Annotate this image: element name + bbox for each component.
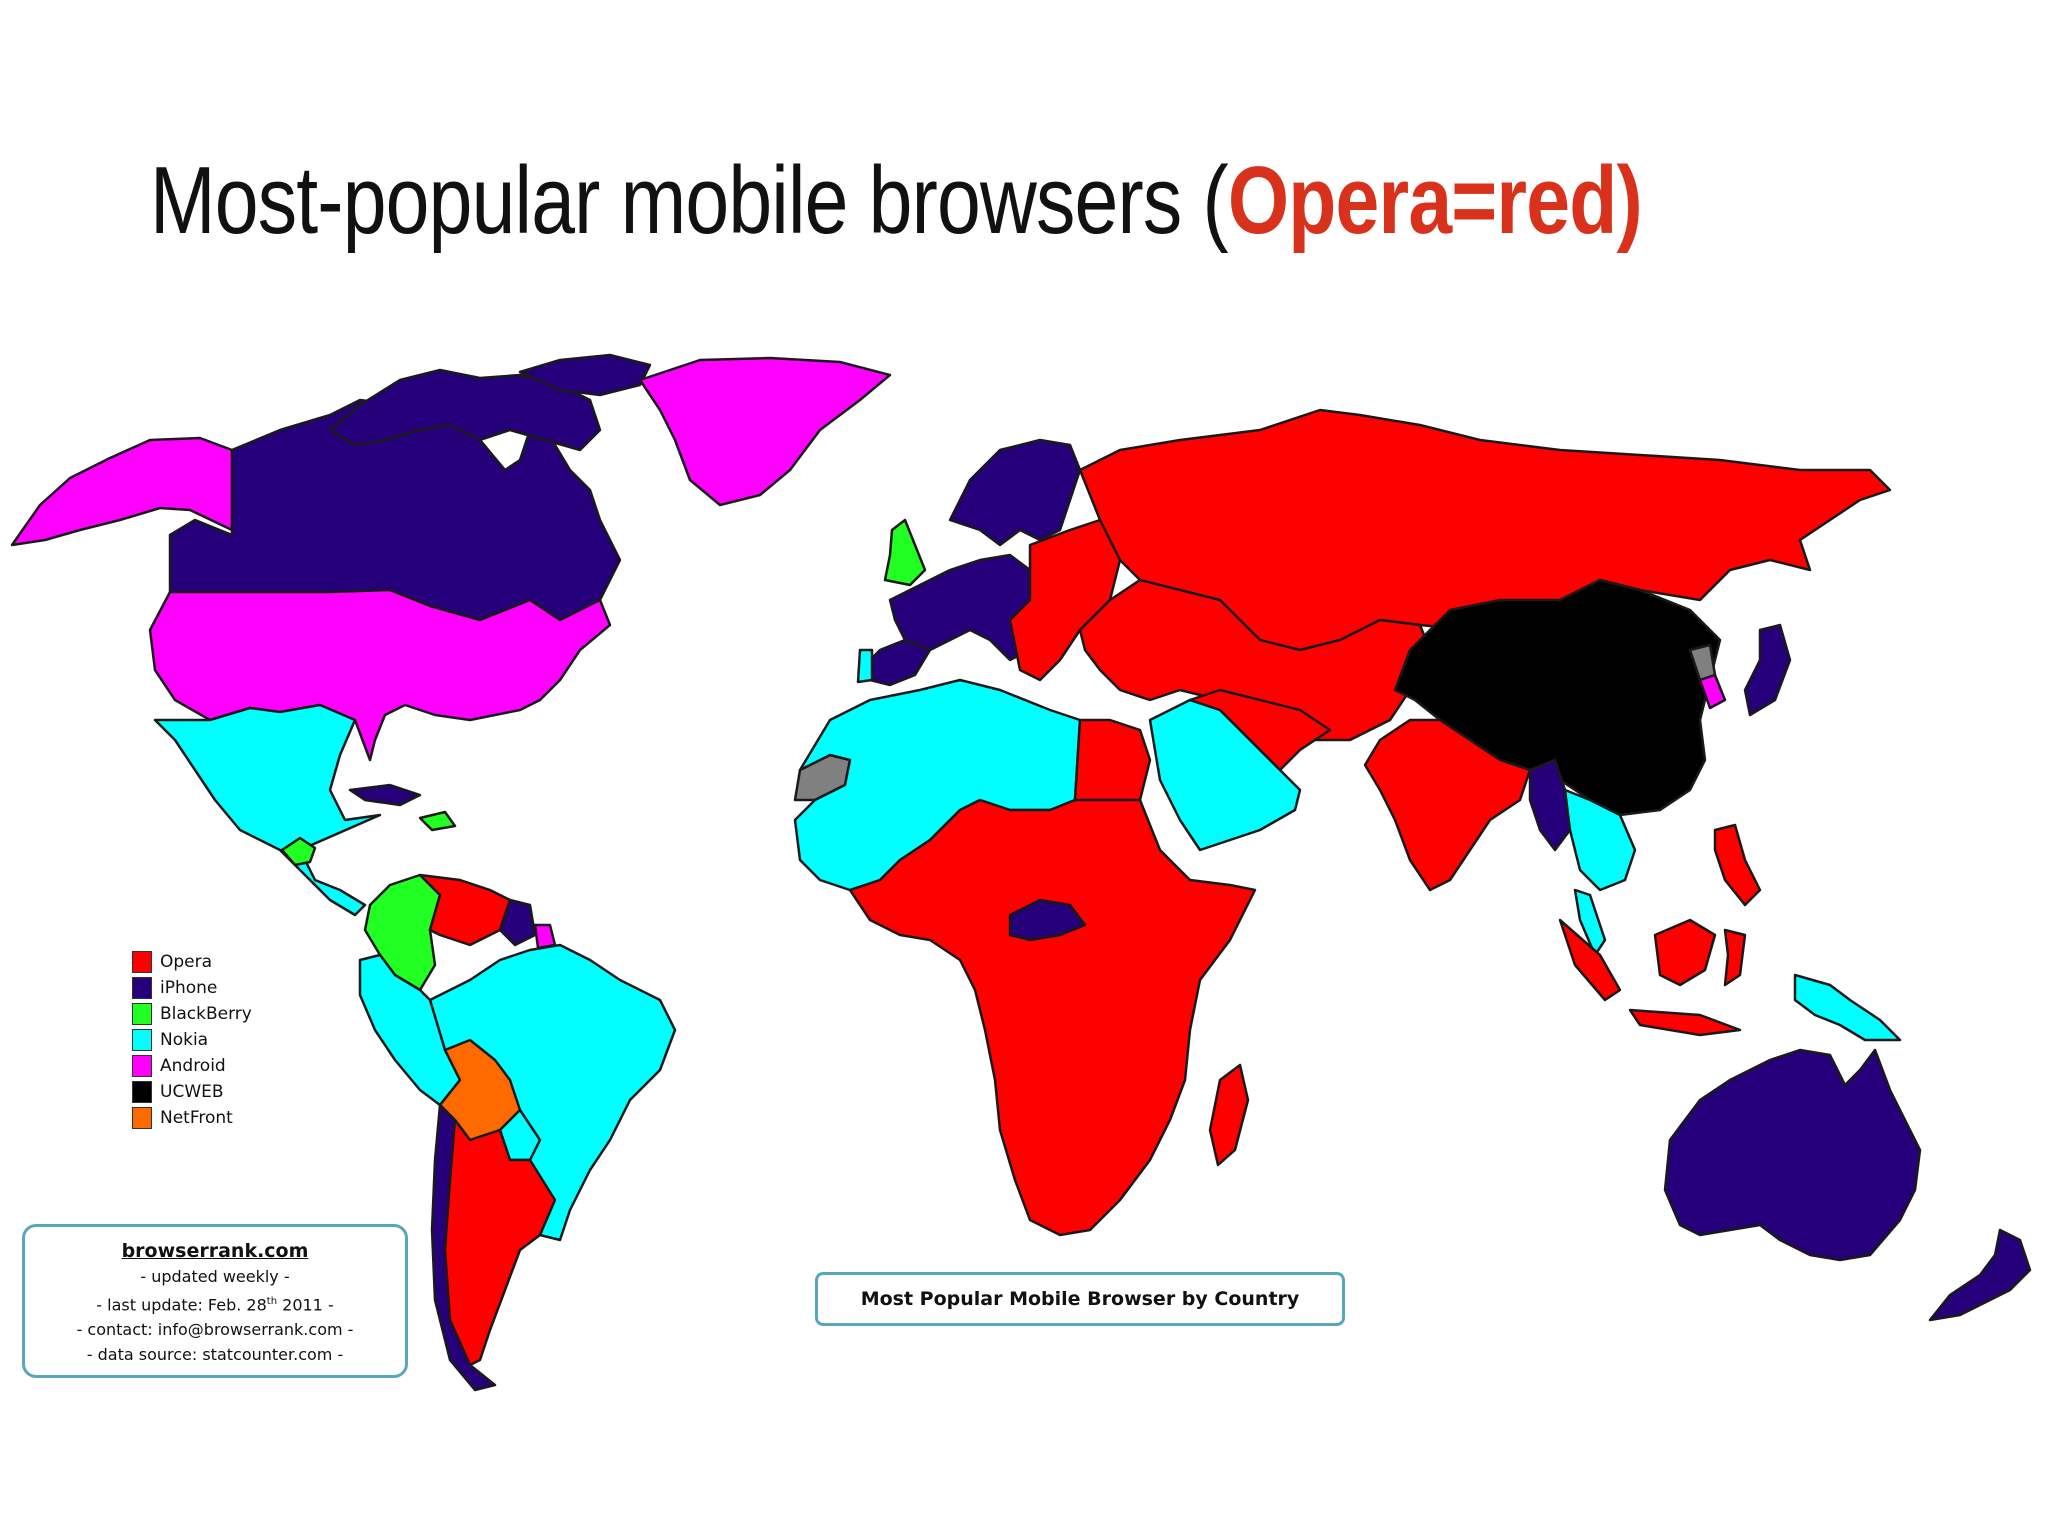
last-update: - last update: Feb. 28th 2011 - — [25, 1289, 405, 1317]
legend-label: Android — [160, 1056, 226, 1076]
region-scandinavia — [948, 438, 1082, 547]
update-frequency: - updated weekly - — [140, 1267, 290, 1286]
last-update-prefix: - last update: Feb. 28 — [96, 1295, 267, 1315]
region-philippines — [1713, 823, 1762, 907]
legend-swatch — [132, 1055, 152, 1077]
legend-label: BlackBerry — [160, 1004, 252, 1024]
region-venezuela — [418, 873, 512, 947]
region-sulawesi — [1723, 928, 1747, 987]
region-new-zealand — [1928, 1228, 2032, 1322]
legend-item-android: Android — [132, 1053, 252, 1079]
legend-label: NetFront — [160, 1108, 233, 1128]
region-borneo — [1653, 918, 1717, 987]
region-portugal — [856, 648, 874, 684]
legend-label: Nokia — [160, 1030, 209, 1050]
legend-swatch — [132, 1003, 152, 1025]
region-middle-east-east — [1188, 688, 1332, 772]
region-colombia — [363, 873, 442, 992]
region-cuba — [348, 783, 422, 807]
legend-item-blackberry: BlackBerry — [132, 1001, 252, 1027]
contact-line: - contact: info@browserrank.com - — [76, 1320, 354, 1340]
region-guatemala — [280, 836, 317, 867]
region-dominican-republic — [418, 810, 457, 832]
region-spain — [868, 638, 932, 687]
region-india — [1363, 718, 1532, 892]
legend-swatch — [132, 1107, 152, 1129]
region-australia — [1663, 1048, 1922, 1262]
legend-item-netfront: NetFront — [132, 1105, 252, 1131]
region-argentina — [443, 1118, 557, 1367]
source-site-link[interactable]: browserrank.com — [121, 1240, 309, 1262]
region-japan — [1743, 623, 1792, 717]
legend-item-opera: Opera — [132, 949, 252, 975]
legend-item-nokia: Nokia — [132, 1027, 252, 1053]
slide-title-accent: Opera=red) — [1227, 147, 1643, 254]
source-info-box: browserrank.com - updated weekly - - las… — [22, 1224, 408, 1378]
region-central-african-republic — [1008, 898, 1087, 942]
legend-item-iphone: iPhone — [132, 975, 252, 1001]
region-myanmar — [1528, 758, 1572, 852]
last-update-ordinal: th — [266, 1296, 278, 1307]
region-united-kingdom — [883, 518, 927, 587]
slide-title: Most-popular mobile browsers (Opera=red) — [150, 145, 1643, 257]
legend-label: Opera — [160, 952, 213, 972]
map-caption: Most Popular Mobile Browser by Country — [860, 1288, 1300, 1310]
legend-swatch — [132, 1081, 152, 1103]
region-sub-saharan-africa — [848, 798, 1257, 1237]
region-madagascar — [1208, 1063, 1250, 1167]
region-malay-peninsula — [1573, 888, 1607, 957]
last-update-suffix: 2011 - — [277, 1295, 334, 1315]
region-arctic-islands-north — [518, 353, 652, 397]
region-egypt — [1073, 718, 1152, 802]
region-guyana — [498, 898, 537, 947]
region-eastern-europe — [1008, 518, 1122, 682]
legend-label: UCWEB — [160, 1082, 224, 1102]
data-source-line: - data source: statcounter.com - — [86, 1345, 344, 1365]
legend-swatch — [132, 1029, 152, 1051]
region-indonesia — [1558, 918, 1622, 1002]
region-indochina — [1563, 788, 1637, 892]
region-south-korea — [1698, 673, 1727, 710]
region-java — [1628, 1008, 1742, 1037]
legend-swatch — [132, 977, 152, 999]
region-arctic-islands — [328, 368, 602, 452]
region-suriname — [533, 923, 557, 950]
legend-swatch — [132, 951, 152, 973]
map-legend: Opera iPhone BlackBerry Nokia Android UC… — [132, 949, 252, 1131]
region-greenland — [638, 356, 892, 507]
legend-label: iPhone — [160, 978, 218, 998]
map-caption-box: Most Popular Mobile Browser by Country — [815, 1272, 1345, 1326]
region-papua-new-guinea — [1793, 973, 1902, 1042]
slide-title-main: Most-popular mobile browsers ( — [150, 147, 1229, 254]
region-mexico — [153, 703, 382, 917]
legend-item-ucweb: UCWEB — [132, 1079, 252, 1105]
